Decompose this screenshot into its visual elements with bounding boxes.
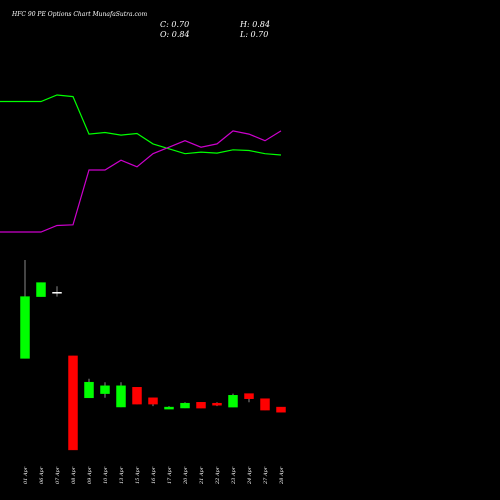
x-tick-label: 24 Apr [247,466,253,485]
open-value: O: 0.84 [160,30,190,39]
x-tick-label: 21 Apr [199,466,205,485]
x-tick-label: 06 Apr [39,466,45,484]
x-tick-label: 22 Apr [215,466,221,485]
x-tick-label: 20 Apr [183,466,189,485]
x-tick-label: 07 Apr [55,466,61,484]
candle-body [100,385,110,394]
candle-body [68,355,78,451]
candle-body [196,402,206,409]
candle-body [244,393,254,399]
x-tick-label: 16 Apr [151,466,157,484]
x-tick-label: 08 Apr [71,466,77,484]
x-tick-label: 15 Apr [135,466,141,484]
candle-body [212,402,222,406]
x-tick-label: 13 Apr [119,466,125,484]
chart-title: HFC 90 PE Options Chart MunafaSutra.com [12,11,148,18]
candle-body [164,406,174,410]
candle-body [180,402,190,409]
candle-body [276,406,286,413]
x-tick-label: 01 Apr [23,466,29,484]
x-tick-label: 28 Apr [279,466,285,485]
low-value: L: 0.70 [240,30,269,39]
candle-body [116,385,126,408]
candle-body [84,381,94,399]
candle-body [228,395,238,408]
candle-body [20,296,30,359]
x-tick-label: 27 Apr [263,466,269,485]
x-tick-label: 09 Apr [87,466,93,484]
indicator-line-2 [0,130,282,233]
x-tick-label: 10 Apr [103,466,109,484]
close-value: C: 0.70 [160,20,190,29]
indicator-line-1 [0,94,282,156]
candle-body [260,398,270,411]
candle-body [36,282,46,297]
high-value: H: 0.84 [240,20,271,29]
x-tick-label: 17 Apr [167,466,173,484]
candle-body [132,387,142,405]
x-tick-label: 23 Apr [231,466,237,485]
candle-body [52,292,62,294]
candle-body [148,397,158,405]
